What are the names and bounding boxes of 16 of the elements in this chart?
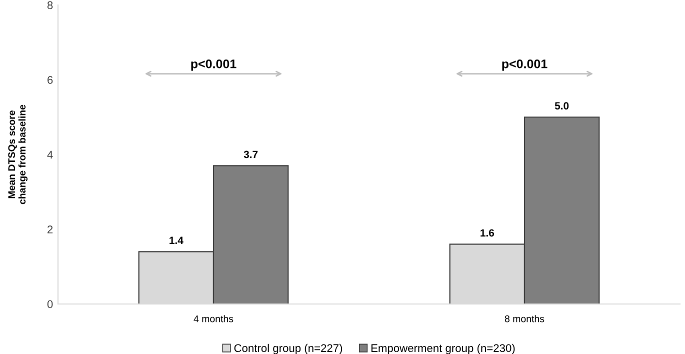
annotation: p<0.001 — [191, 59, 236, 71]
x-tick-label: 8 months — [504, 315, 544, 322]
y-axis-title: Mean DTSQs score change from baseline — [8, 104, 28, 204]
x-tick-label: 4 months — [194, 315, 234, 322]
y-tick-label: 4 — [47, 150, 53, 159]
legend-label: Empowerment group (n=230) — [371, 344, 515, 354]
data-label: 5.0 — [554, 102, 569, 110]
data-label: 1.6 — [480, 229, 494, 237]
y-tick-label: 6 — [48, 76, 53, 84]
y-tick-label: 2 — [48, 226, 53, 234]
legend-label: Control group (n=227) — [234, 344, 342, 354]
y-tick-label: 0 — [47, 300, 53, 308]
y-tick-label: 8 — [47, 1, 53, 10]
data-label: 1.4 — [170, 236, 184, 244]
data-label: 3.7 — [244, 150, 258, 158]
annotation: p<0.001 — [502, 59, 548, 71]
